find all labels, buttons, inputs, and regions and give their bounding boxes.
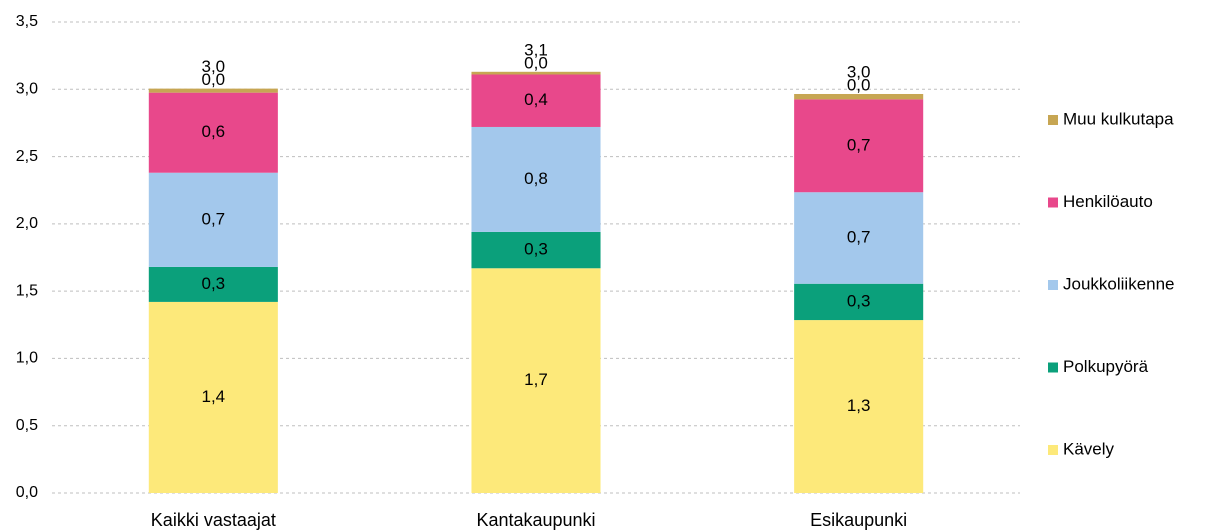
y-tick-label: 0,0	[16, 484, 38, 501]
bar-segment	[148, 301, 278, 493]
legend-label: Muu kulkutapa	[1063, 109, 1174, 128]
data-label: 0,0	[847, 75, 871, 94]
bar-segment	[471, 71, 601, 75]
data-label: 0,8	[524, 169, 548, 188]
bar-segment	[794, 99, 924, 193]
bar-segment	[148, 266, 278, 302]
legend-label: Henkilöauto	[1063, 192, 1153, 211]
total-label: 3,1	[524, 40, 548, 59]
bar-segment	[794, 192, 924, 284]
bar-segment	[148, 88, 278, 93]
legend-swatch	[1048, 280, 1058, 290]
data-label: 0,3	[524, 240, 548, 259]
bar-segment	[148, 172, 278, 267]
y-tick-label: 2,5	[16, 148, 38, 165]
bar-segment	[148, 92, 278, 173]
data-label: 0,3	[202, 274, 226, 293]
data-label: 0,0	[524, 53, 548, 72]
bar-segment	[471, 74, 601, 127]
y-tick-label: 0,5	[16, 417, 38, 434]
data-label: 0,0	[202, 70, 226, 89]
bar-segment	[471, 268, 601, 493]
legend-label: Joukkoliikenne	[1063, 274, 1175, 293]
legend-label: Polkupyörä	[1063, 357, 1149, 376]
bar-segment	[471, 126, 601, 232]
data-label: 1,3	[847, 396, 871, 415]
legend-swatch	[1048, 445, 1058, 455]
data-label: 0,6	[202, 122, 226, 141]
total-label: 3,0	[847, 62, 871, 81]
data-label: 1,4	[202, 387, 226, 406]
data-label: 0,3	[847, 291, 871, 310]
total-label: 3,0	[202, 57, 226, 76]
legend-swatch	[1048, 115, 1058, 125]
y-tick-label: 2,0	[16, 215, 38, 232]
legend-swatch	[1048, 362, 1058, 373]
bar-segment	[794, 283, 924, 321]
y-tick-label: 1,5	[16, 282, 38, 299]
y-tick-label: 3,0	[16, 81, 38, 98]
data-label: 0,7	[847, 227, 871, 246]
data-label: 0,7	[202, 209, 226, 228]
legend-swatch	[1048, 197, 1058, 208]
bar-segment	[471, 231, 601, 269]
bar-segment	[794, 93, 924, 100]
x-tick-label: Esikaupunki	[810, 510, 907, 530]
legend-label: Kävely	[1063, 439, 1115, 458]
data-label: 0,4	[524, 90, 548, 109]
y-tick-label: 1,0	[16, 350, 38, 367]
y-tick-label: 3,5	[16, 13, 38, 30]
bar-segment	[794, 320, 924, 493]
data-label: 0,7	[847, 135, 871, 154]
x-tick-label: Kantakaupunki	[476, 510, 595, 530]
data-label: 1,7	[524, 370, 548, 389]
x-tick-label: Kaikki vastaajat	[151, 510, 276, 530]
